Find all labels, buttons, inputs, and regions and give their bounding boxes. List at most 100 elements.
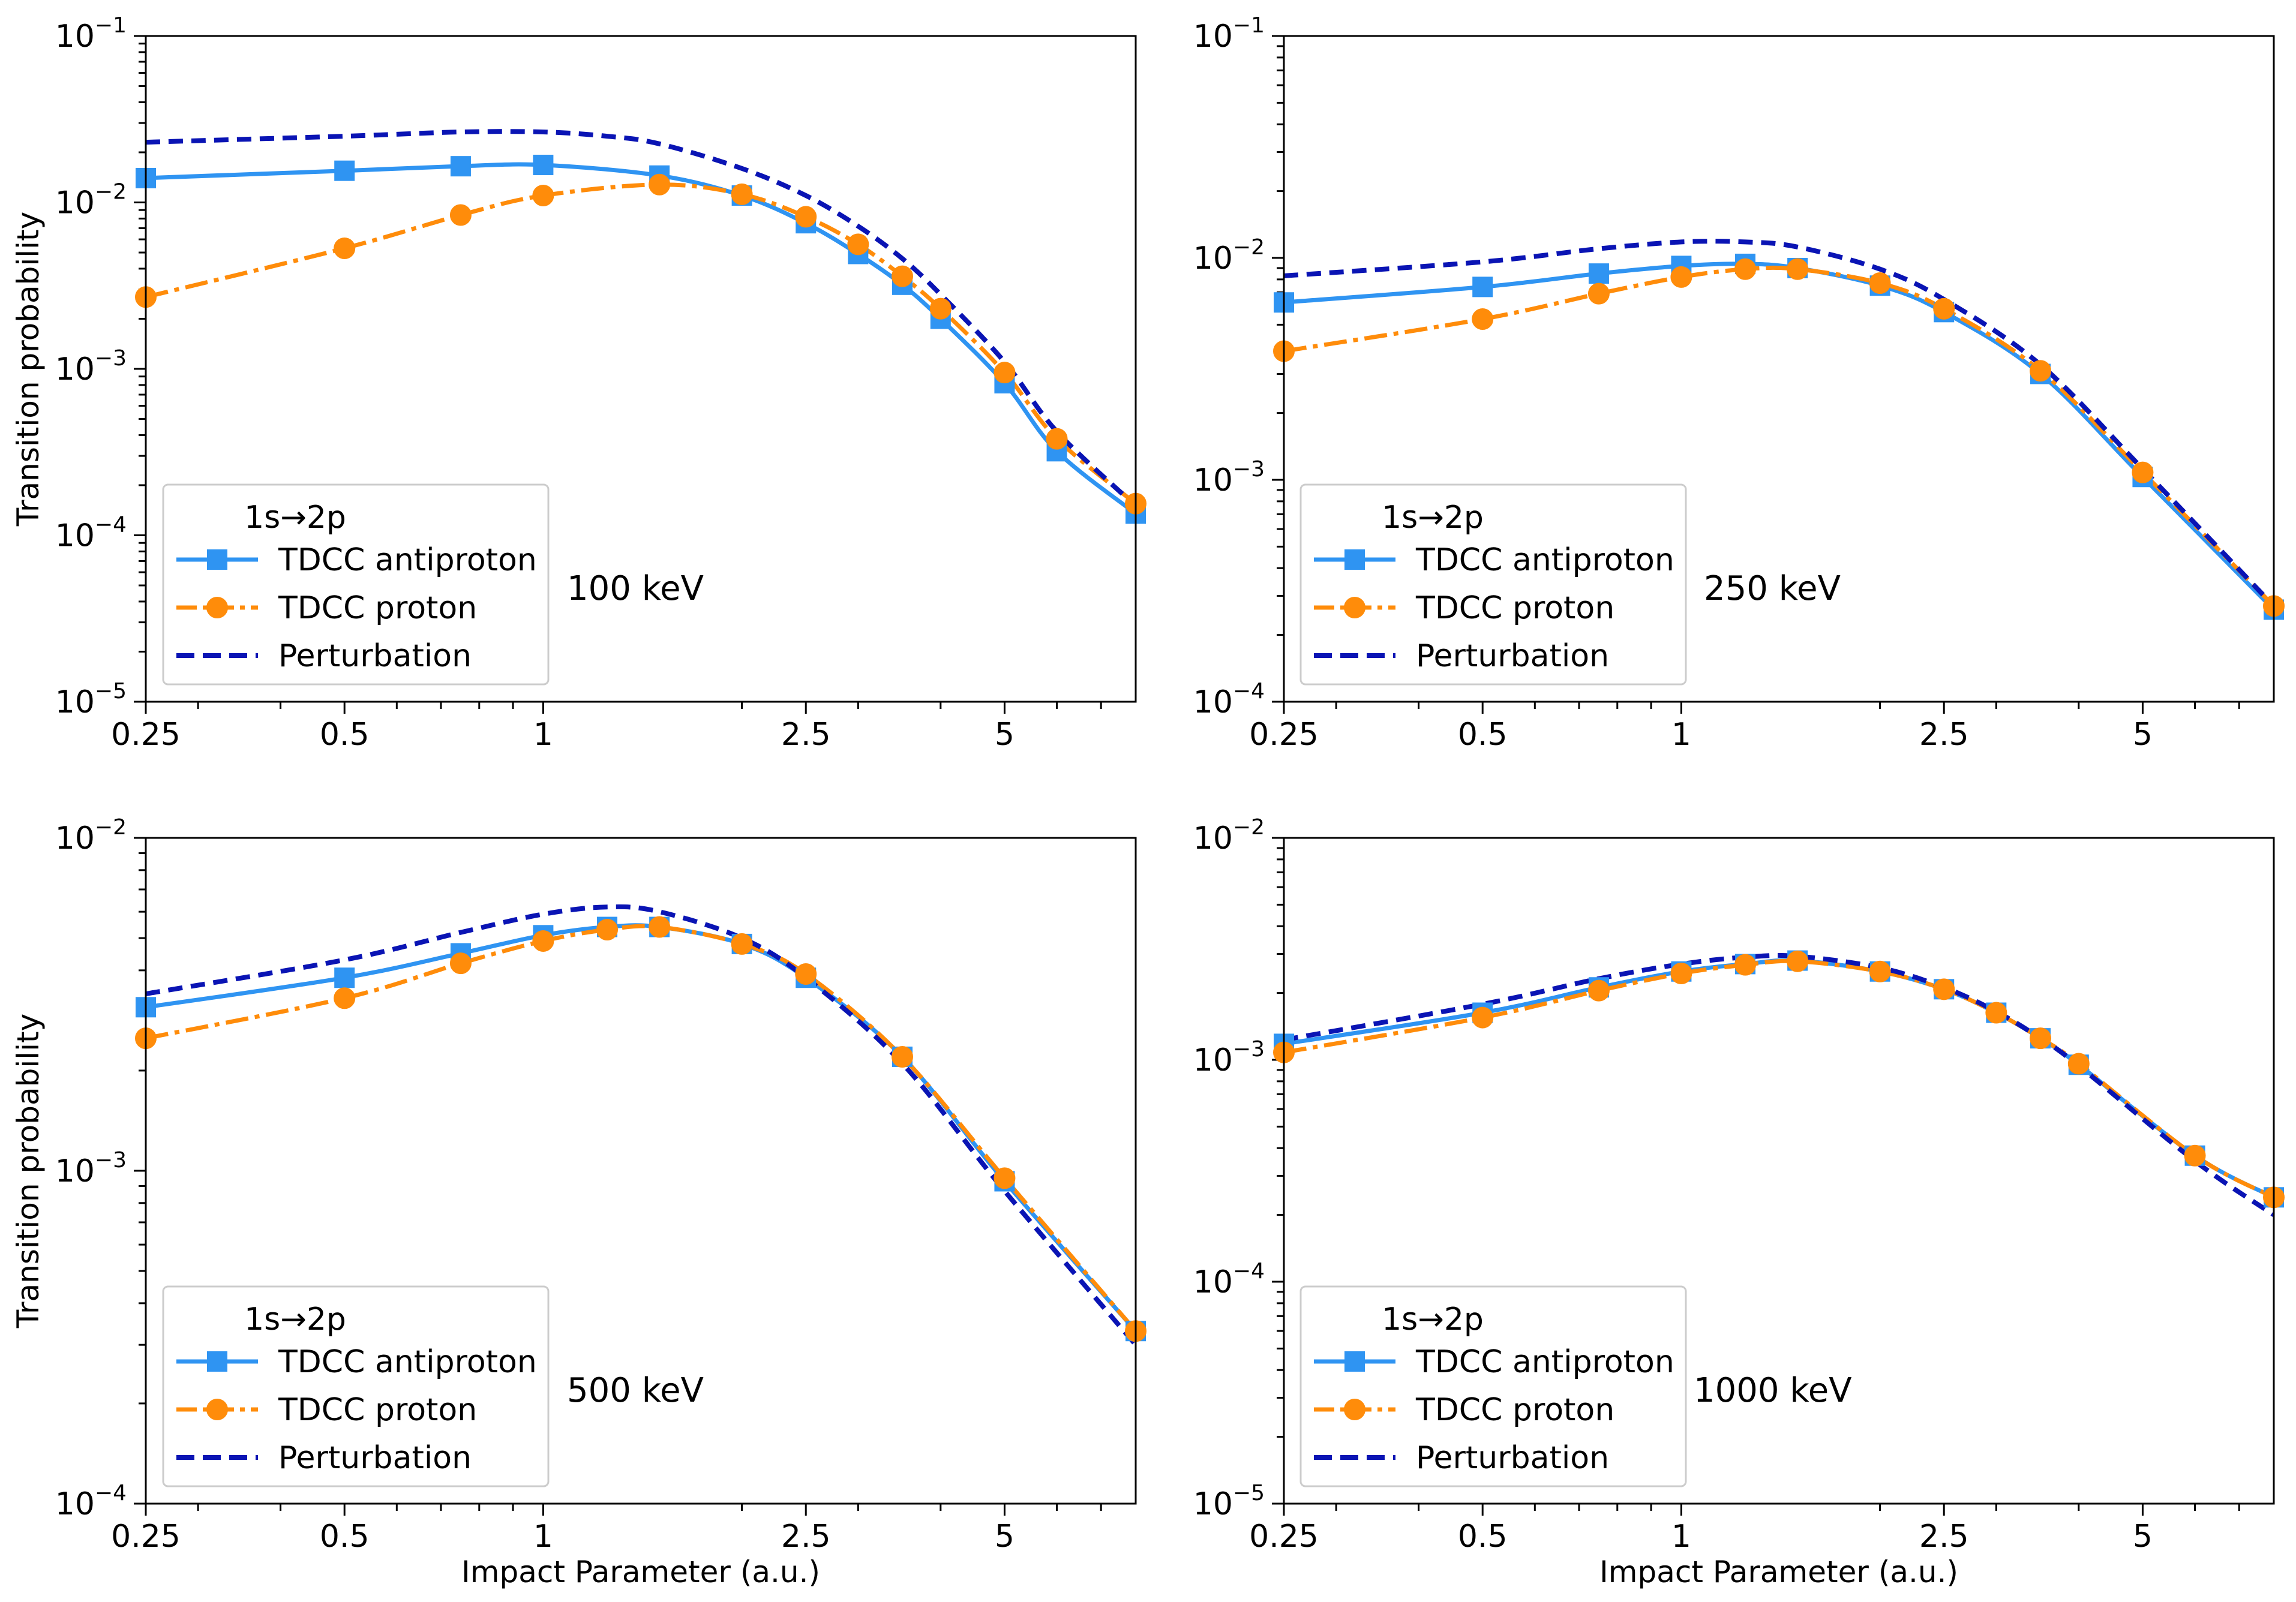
x-tick-label: 2.5 — [1919, 1519, 1969, 1555]
y-tick-exponent: −2 — [95, 815, 127, 840]
y-tick-base: 10 — [1193, 1042, 1233, 1078]
data-point-proton — [532, 185, 554, 207]
legend-label-proton: TDCC proton — [1415, 1392, 1614, 1428]
marker-group — [1273, 253, 2285, 620]
legend-marker-proton — [1344, 1399, 1365, 1420]
data-point-proton — [994, 1167, 1016, 1189]
series-line-antiproton — [1284, 958, 2274, 1200]
y-tick-exponent: −4 — [1233, 1259, 1265, 1284]
data-point-proton — [1670, 963, 1692, 985]
legend-marker-proton — [1344, 597, 1365, 618]
x-tick-label: 5 — [2133, 717, 2153, 753]
y-axis-label: Transition probability — [11, 212, 46, 527]
data-point-proton — [1587, 979, 1610, 1002]
y-tick-base: 10 — [1193, 241, 1233, 276]
data-point-proton — [1472, 308, 1494, 330]
x-axis-label: Impact Parameter (a.u.) — [1599, 1555, 1958, 1589]
x-minor-ticks — [1335, 702, 2240, 709]
legend-title: 1s→2p — [1382, 500, 1484, 536]
data-point-antiproton — [1588, 263, 1609, 284]
y-tick-base: 10 — [55, 820, 95, 856]
data-point-antiproton — [533, 154, 554, 175]
y-tick-exponent: −3 — [1233, 457, 1265, 482]
data-point-antiproton — [450, 156, 471, 177]
y-tick-label: 10−4 — [55, 513, 127, 554]
legend: 1s→2p TDCC antiproton TDCC proton Perturbat… — [1299, 1285, 1687, 1487]
x-tick-label: 0.25 — [1249, 1519, 1319, 1555]
data-point-proton — [449, 204, 472, 226]
data-point-proton — [731, 933, 753, 955]
x-tick-label: 0.5 — [320, 1519, 370, 1555]
energy-annotation: 1000 keV — [1694, 1371, 1852, 1410]
x-axis-ticks: 0.25 0.5 1 2.5 5 — [111, 1504, 1015, 1555]
x-tick-label: 0.5 — [1458, 1519, 1508, 1555]
y-minor-ticks — [1277, 847, 1284, 1438]
y-tick-label: 10−2 — [1193, 815, 1265, 856]
y-axis-label: Transition probability — [11, 1014, 46, 1329]
x-tick-label: 0.25 — [111, 1519, 181, 1555]
y-tick-label: 10−2 — [55, 815, 127, 856]
x-axis-ticks: 0.25 0.5 1 2.5 5 — [111, 702, 1015, 753]
y-axis-ticks: 10−410−310−210−1 — [1193, 13, 1284, 720]
data-point-proton — [847, 233, 869, 256]
data-point-proton — [795, 206, 817, 228]
marker-group — [1273, 950, 2285, 1209]
y-tick-label: 10−3 — [1193, 457, 1265, 498]
y-tick-base: 10 — [55, 185, 95, 221]
legend-label-perturbation: Perturbation — [278, 638, 472, 674]
y-tick-base: 10 — [1193, 1486, 1233, 1522]
x-tick-label: 5 — [2133, 1519, 2153, 1555]
series-line-perturbation — [146, 904, 1136, 1346]
y-tick-label: 10−5 — [1193, 1481, 1265, 1522]
data-point-proton — [994, 362, 1016, 384]
data-point-proton — [1869, 272, 1891, 294]
plot-frame — [145, 837, 1137, 1505]
data-point-proton — [929, 297, 952, 320]
data-point-proton — [1734, 954, 1757, 976]
legend-label-proton: TDCC proton — [278, 590, 477, 626]
data-point-proton — [892, 1045, 914, 1068]
y-tick-base: 10 — [1193, 1264, 1233, 1300]
series-line-antiproton — [146, 923, 1136, 1333]
legend: 1s→2p TDCC antiproton TDCC proton Perturbat… — [162, 1285, 550, 1487]
x-minor-ticks — [197, 702, 1102, 709]
data-point-proton — [2030, 360, 2052, 382]
data-point-proton — [1933, 978, 1955, 1000]
energy-annotation: 500 keV — [567, 1371, 704, 1410]
legend-label-proton: TDCC proton — [278, 1392, 477, 1428]
legend-label-antiproton: TDCC antiproton — [1415, 1344, 1674, 1380]
plot-frame — [145, 35, 1137, 703]
y-tick-base: 10 — [55, 684, 95, 720]
data-point-proton — [596, 919, 619, 941]
series-line-proton — [146, 924, 1136, 1333]
plot-frame — [1283, 35, 2275, 703]
legend-label-antiproton: TDCC antiproton — [278, 1344, 537, 1380]
x-tick-label: 1 — [1671, 1519, 1691, 1555]
plot-frame — [1283, 837, 2275, 1505]
legend: 1s→2p TDCC antiproton TDCC proton Perturbat… — [1299, 483, 1687, 686]
series-line-perturbation — [1284, 952, 2274, 1217]
data-point-proton — [1670, 266, 1692, 288]
legend-label-perturbation: Perturbation — [1416, 638, 1609, 674]
x-axis-ticks: 0.25 0.5 1 2.5 5 — [1249, 1504, 2153, 1555]
x-tick-label: 2.5 — [781, 717, 831, 753]
data-point-proton — [2067, 1053, 2090, 1075]
y-tick-exponent: −5 — [95, 679, 127, 704]
y-tick-label: 10−3 — [1193, 1037, 1265, 1078]
legend-label-antiproton: TDCC antiproton — [1415, 542, 1674, 578]
data-point-proton — [1787, 258, 1809, 280]
legend-label-perturbation: Perturbation — [278, 1440, 472, 1476]
y-tick-base: 10 — [1193, 19, 1233, 55]
y-tick-base: 10 — [55, 1486, 95, 1522]
x-tick-label: 5 — [995, 717, 1015, 753]
y-tick-exponent: −5 — [1233, 1481, 1265, 1505]
data-point-proton — [649, 173, 671, 196]
y-tick-exponent: −2 — [1233, 235, 1265, 260]
y-tick-base: 10 — [1193, 462, 1233, 498]
y-tick-label: 10−4 — [1193, 679, 1265, 720]
y-tick-label: 10−4 — [1193, 1259, 1265, 1300]
data-point-proton — [1587, 282, 1610, 305]
legend-marker-antiproton — [1344, 1351, 1365, 1372]
